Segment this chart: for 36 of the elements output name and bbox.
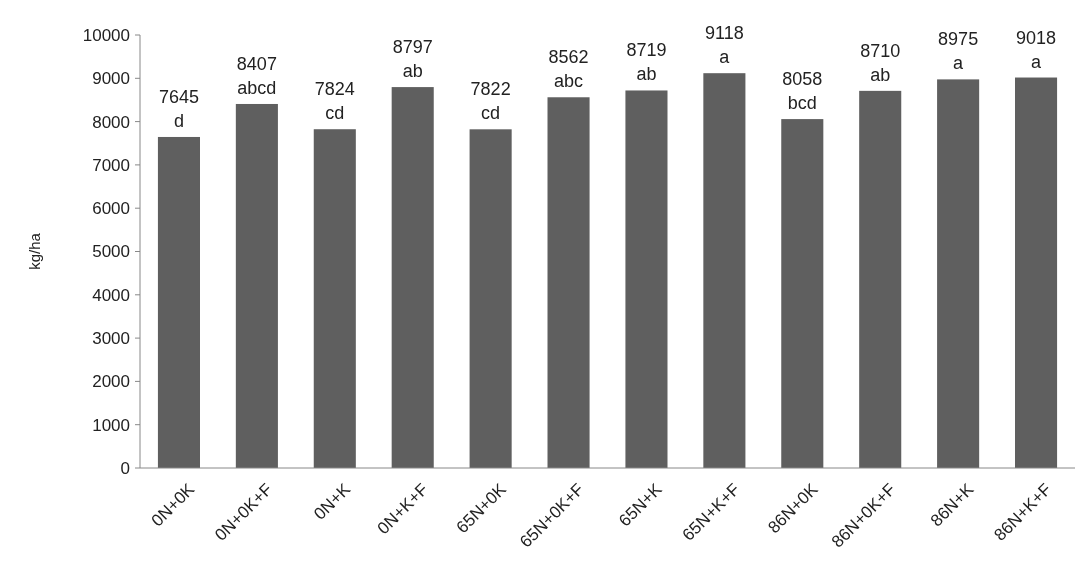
data-label: 9018 a xyxy=(1016,27,1057,72)
y-tick-label: 3000 xyxy=(92,329,130,349)
bar xyxy=(391,87,434,468)
y-tick-label: 2000 xyxy=(92,372,130,392)
y-tick-label: 10000 xyxy=(82,25,130,45)
bar xyxy=(313,129,356,468)
data-label: 7822 cd xyxy=(470,79,511,124)
bar xyxy=(781,119,824,468)
y-tick-label: 7000 xyxy=(92,155,130,175)
bar xyxy=(547,97,590,468)
data-label: 9118 a xyxy=(705,23,744,68)
bar xyxy=(235,103,278,468)
data-label: 8710 ab xyxy=(860,40,901,85)
y-tick-label: 9000 xyxy=(92,69,130,89)
bar xyxy=(1015,77,1058,468)
bar xyxy=(469,129,512,468)
bar xyxy=(625,90,668,468)
y-tick-label: 6000 xyxy=(92,199,130,219)
data-label: 8797 ab xyxy=(392,37,433,82)
bar xyxy=(703,73,746,468)
bar xyxy=(157,136,200,468)
bar xyxy=(937,79,980,468)
data-label: 8058 bcd xyxy=(782,69,823,114)
data-label: 8407 abcd xyxy=(236,53,277,98)
data-label: 8719 ab xyxy=(626,40,667,85)
data-label: 7645 d xyxy=(158,86,199,131)
bar xyxy=(859,90,902,468)
y-axis-title: kg/ha xyxy=(26,232,43,270)
y-tick-label: 8000 xyxy=(92,112,130,132)
y-tick-label: 5000 xyxy=(92,242,130,262)
data-label: 8562 abc xyxy=(548,47,589,92)
y-tick-label: 1000 xyxy=(92,415,130,435)
data-label: 7824 cd xyxy=(314,79,355,124)
y-tick-label: 0 xyxy=(120,458,130,478)
data-label: 8975 a xyxy=(938,29,979,74)
y-tick-label: 4000 xyxy=(92,285,130,305)
